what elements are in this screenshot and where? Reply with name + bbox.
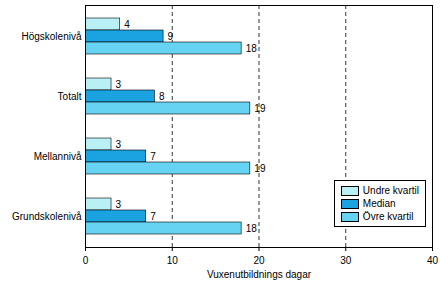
svg-text:Högskolenivå: Högskolenivå (21, 31, 81, 42)
svg-text:8: 8 (159, 91, 165, 102)
svg-text:18: 18 (246, 223, 258, 234)
svg-text:4: 4 (124, 19, 130, 30)
svg-text:7: 7 (150, 211, 156, 222)
svg-text:3: 3 (116, 199, 122, 210)
svg-text:3: 3 (116, 79, 122, 90)
svg-text:Vuxenutbildnings dagar: Vuxenutbildnings dagar (207, 269, 312, 280)
svg-text:19: 19 (254, 163, 266, 174)
svg-text:9: 9 (168, 31, 174, 42)
svg-text:30: 30 (340, 255, 352, 266)
svg-text:40: 40 (427, 255, 439, 266)
svg-text:18: 18 (246, 43, 258, 54)
html-text:Övre kvartil: Övre kvartil (362, 211, 414, 222)
svg-text:19: 19 (254, 103, 266, 114)
svg-text:Totalt: Totalt (58, 91, 82, 102)
html-text:Undre kvartil: Undre kvartil (362, 185, 419, 196)
svg-text:3: 3 (116, 139, 122, 150)
svg-text:20: 20 (253, 255, 265, 266)
svg-text:7: 7 (150, 151, 156, 162)
svg-text:10: 10 (167, 255, 179, 266)
svg-text:0: 0 (83, 255, 89, 266)
svg-text:Mellannivå: Mellannivå (34, 151, 82, 162)
html-text:Median: Median (362, 198, 396, 209)
svg-text:Grundskolenivå: Grundskolenivå (12, 211, 82, 222)
